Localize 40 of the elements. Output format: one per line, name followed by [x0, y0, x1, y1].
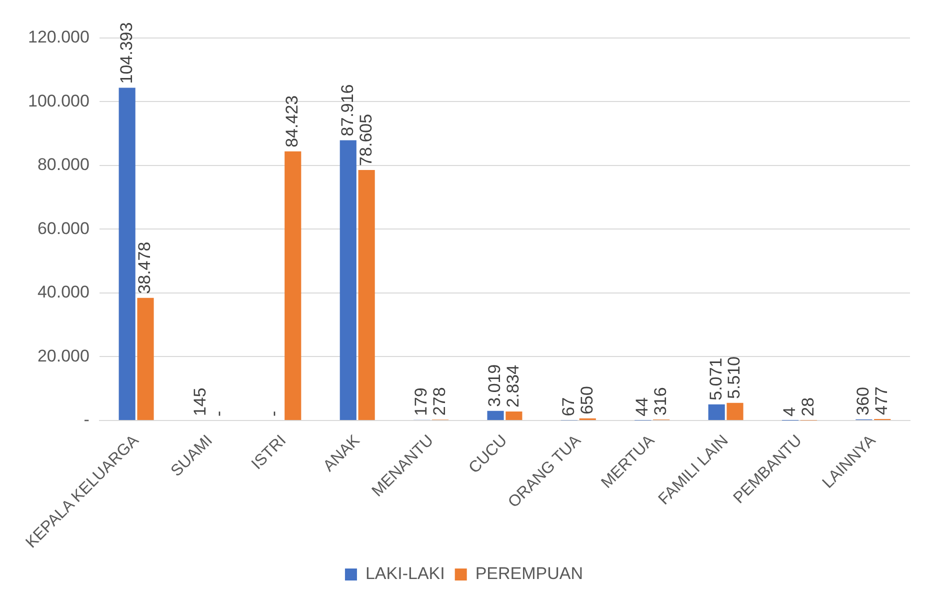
data-label: 3.019 — [485, 364, 504, 407]
y-tick-label: 120.000 — [28, 28, 90, 47]
bar — [358, 170, 375, 420]
legend-label: LAKI-LAKI — [365, 564, 445, 584]
y-tick-label: 20.000 — [37, 346, 90, 366]
data-label: 316 — [650, 387, 670, 416]
data-label: 278 — [430, 387, 449, 416]
data-label: 4 — [780, 407, 799, 416]
legend-label: PEREMPUAN — [475, 564, 584, 584]
data-label: 44 — [632, 397, 652, 416]
bar — [506, 411, 522, 420]
data-label: 360 — [854, 386, 873, 416]
bar — [137, 298, 154, 420]
y-tick-label: - — [84, 410, 90, 430]
data-label: 145 — [190, 388, 210, 416]
y-tick-label: 100.000 — [28, 91, 90, 110]
data-label: 28 — [798, 397, 818, 416]
bar — [487, 410, 504, 420]
data-label: - — [208, 410, 228, 416]
data-label: 84.423 — [282, 95, 302, 148]
data-label: 2.834 — [504, 364, 523, 408]
data-label: 104.393 — [116, 22, 136, 84]
bar — [708, 404, 725, 420]
bar — [284, 151, 302, 420]
data-label: 87.916 — [338, 84, 357, 136]
y-tick-label: 80.000 — [37, 155, 90, 174]
data-label: 5.071 — [706, 358, 726, 400]
y-tick-label: 40.000 — [37, 282, 90, 302]
bar — [118, 88, 136, 420]
data-label: 477 — [872, 386, 892, 415]
data-label: 650 — [577, 386, 596, 414]
data-label: - — [264, 410, 284, 416]
data-label: 38.478 — [135, 242, 154, 294]
bar — [726, 402, 744, 420]
y-tick-label: 60.000 — [37, 218, 90, 238]
data-label: 5.510 — [724, 356, 744, 399]
data-label: 67 — [558, 397, 578, 416]
bar — [340, 140, 356, 420]
data-label: 78.605 — [356, 114, 376, 166]
data-label: 179 — [412, 388, 431, 416]
